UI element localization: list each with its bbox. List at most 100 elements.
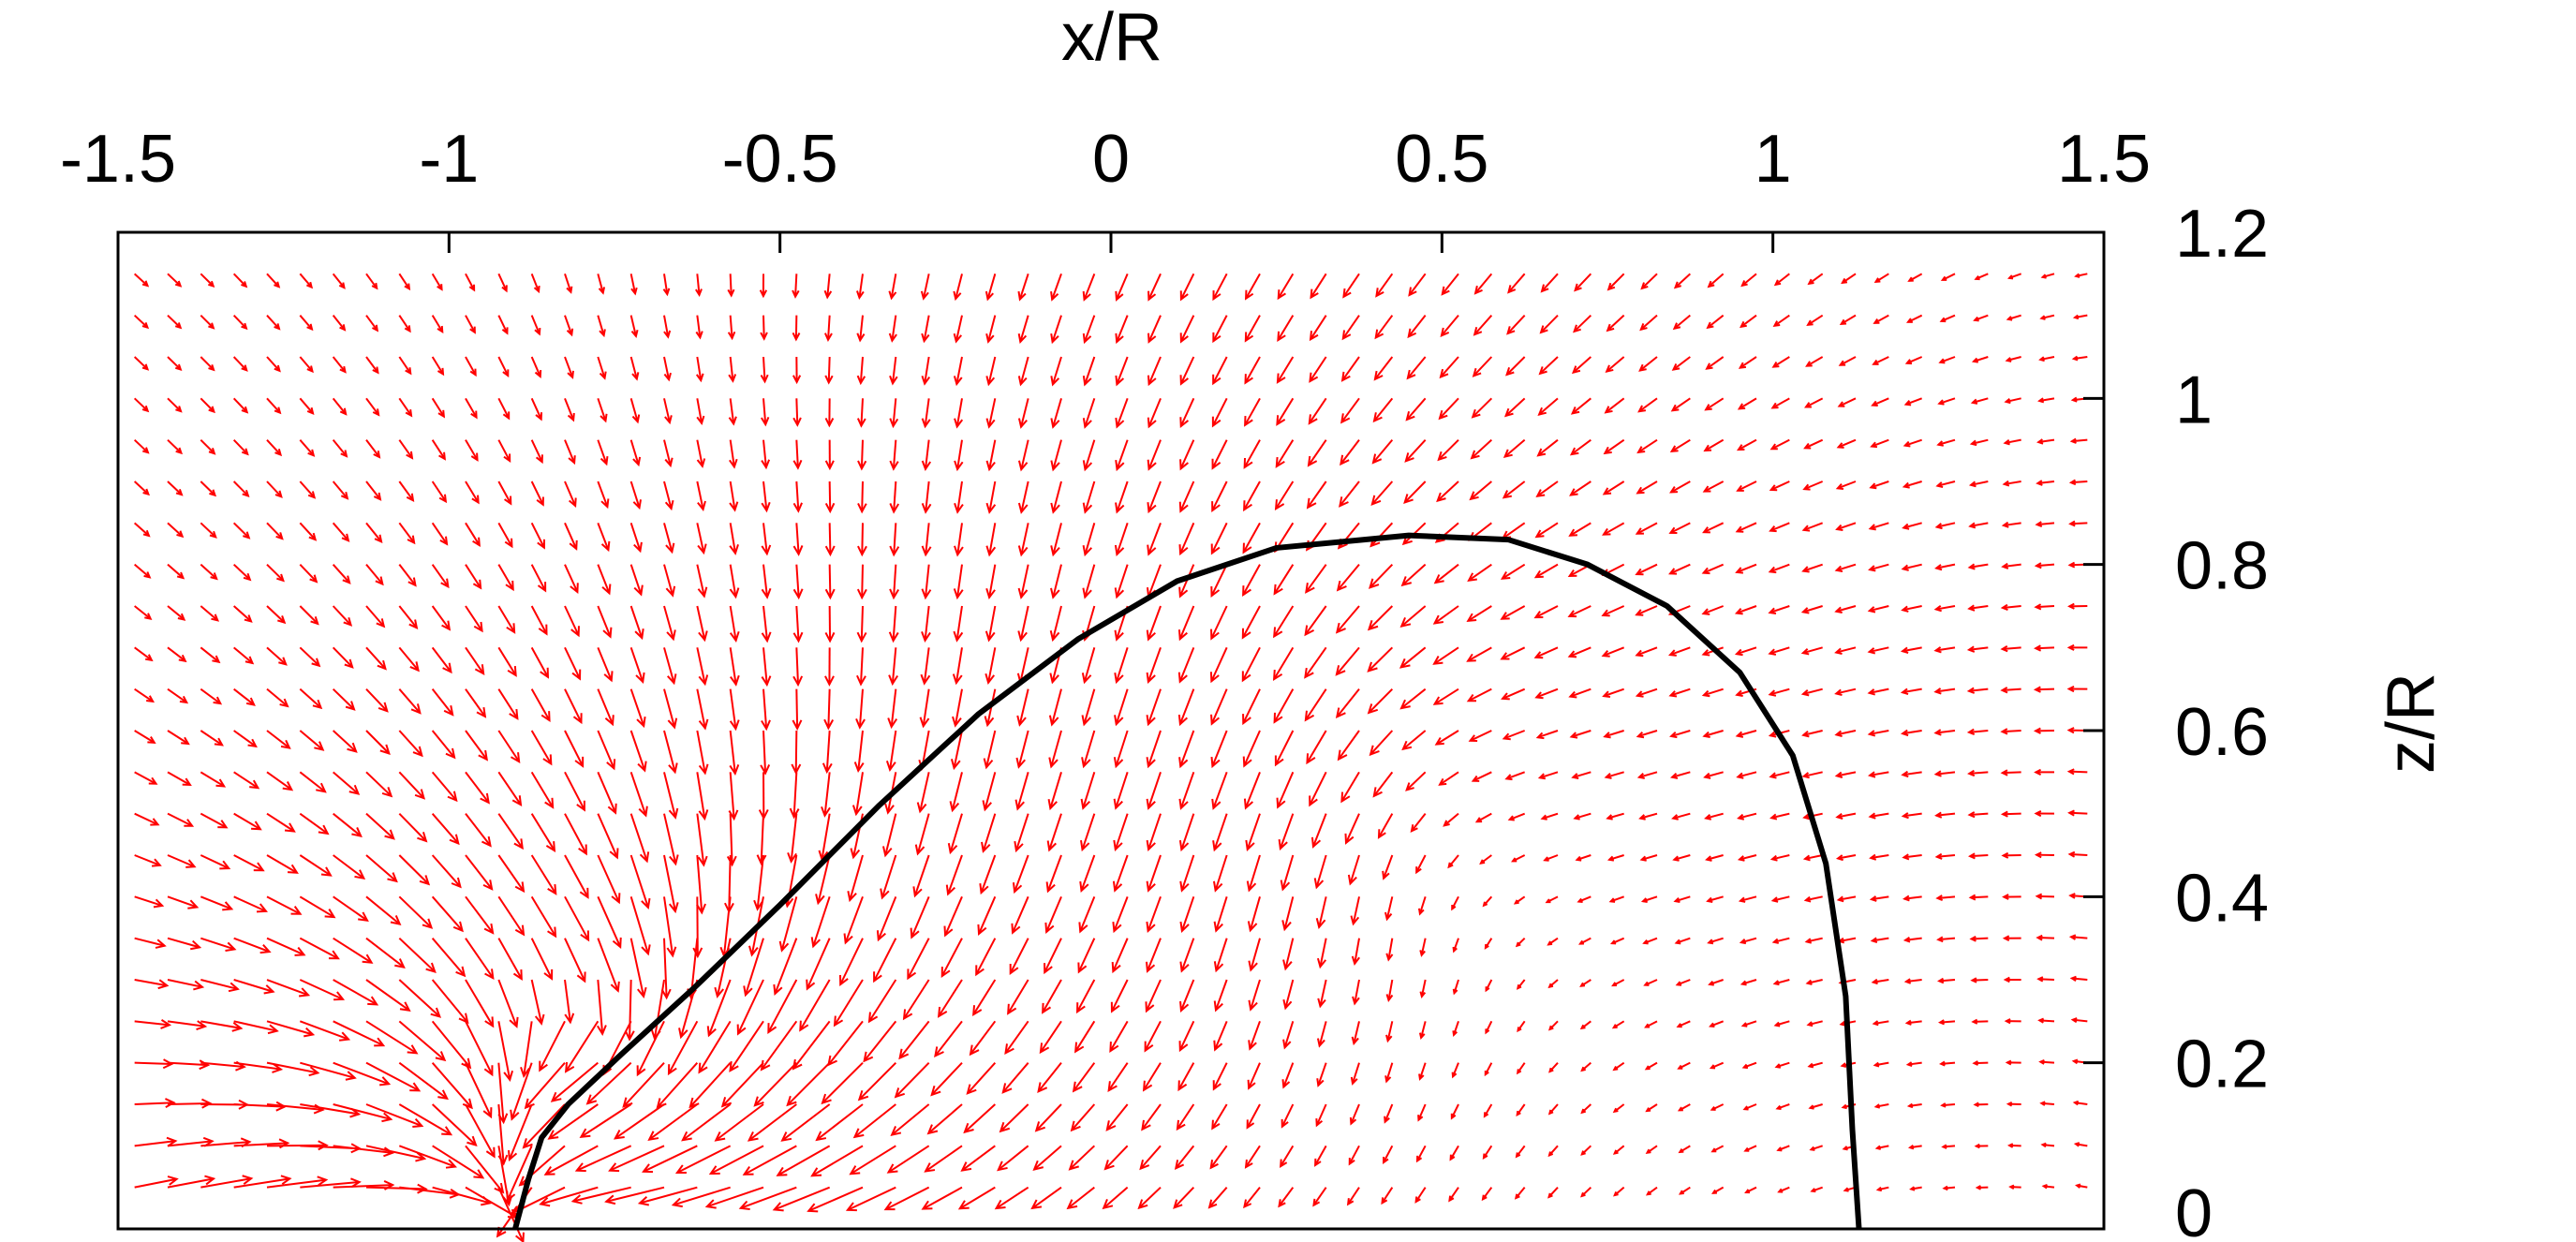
velocity-arrow xyxy=(1439,397,1459,420)
velocity-arrowhead xyxy=(272,1063,284,1073)
velocity-arrowhead xyxy=(637,986,647,998)
velocity-arrow xyxy=(1669,522,1691,534)
velocity-arrow xyxy=(1708,937,1724,944)
velocity-arrow xyxy=(1869,605,1889,613)
velocity-arrow xyxy=(795,605,800,642)
velocity-arrowhead xyxy=(1936,440,1944,447)
velocity-arrow xyxy=(1501,605,1526,620)
velocity-arrowhead xyxy=(501,327,509,335)
velocity-arrowhead xyxy=(470,410,478,420)
velocity-arrow xyxy=(1277,356,1295,383)
velocity-arrow xyxy=(1907,314,1923,323)
velocity-arrow xyxy=(1212,356,1228,384)
velocity-arrow xyxy=(1704,730,1724,737)
velocity-arrowhead xyxy=(1115,417,1125,429)
velocity-arrowhead xyxy=(1970,977,1977,983)
velocity-arrowhead xyxy=(406,451,414,460)
velocity-arrowhead xyxy=(1769,443,1778,451)
velocity-arrow xyxy=(1509,812,1526,821)
velocity-arrowhead xyxy=(1482,901,1488,908)
velocity-arrowhead xyxy=(1274,499,1285,510)
velocity-arrow xyxy=(1774,979,1790,985)
velocity-arrow xyxy=(891,1103,930,1136)
velocity-arrowhead xyxy=(1611,1024,1618,1029)
velocity-arrowhead xyxy=(1702,731,1710,739)
velocity-arrow xyxy=(1480,854,1492,865)
velocity-arrowhead xyxy=(1337,749,1348,761)
velocity-arrow xyxy=(497,730,520,762)
velocity-arrowhead xyxy=(1547,983,1554,989)
velocity-arrowhead xyxy=(1244,1159,1253,1169)
velocity-arrow xyxy=(696,688,706,729)
velocity-arrowhead xyxy=(1939,317,1947,323)
velocity-arrowhead xyxy=(503,1070,514,1082)
velocity-arrowhead xyxy=(1734,608,1743,615)
velocity-arrowhead xyxy=(1937,1019,1945,1026)
velocity-arrow xyxy=(365,688,389,712)
velocity-arrowhead xyxy=(1535,489,1546,498)
velocity-arrowhead xyxy=(792,332,801,342)
velocity-arrow xyxy=(1007,979,1029,1014)
velocity-arrowhead xyxy=(274,364,281,373)
velocity-arrowhead xyxy=(2036,934,2043,941)
velocity-arrowhead xyxy=(1967,852,1976,860)
velocity-arrow xyxy=(1276,397,1295,425)
velocity-arrow xyxy=(1405,438,1427,462)
velocity-arrow xyxy=(1476,812,1492,823)
velocity-arrow xyxy=(964,1103,997,1133)
velocity-arrow xyxy=(167,730,189,745)
velocity-arrowhead xyxy=(920,673,931,686)
velocity-arrowhead xyxy=(1030,1199,1043,1210)
velocity-arrowhead xyxy=(383,1146,395,1158)
velocity-arrow xyxy=(233,1142,289,1147)
velocity-arrowhead xyxy=(469,368,477,377)
velocity-arrowhead xyxy=(907,968,917,981)
velocity-arrowhead xyxy=(2006,316,2013,321)
velocity-arrow xyxy=(1707,895,1724,902)
velocity-arrow xyxy=(1441,315,1459,336)
velocity-arrowhead xyxy=(1547,1109,1554,1116)
velocity-arrowhead xyxy=(1969,439,1977,447)
velocity-arrow xyxy=(200,563,217,580)
velocity-arrow xyxy=(1870,522,1889,530)
velocity-arrowhead xyxy=(1466,653,1476,662)
velocity-arrowhead xyxy=(376,618,386,628)
velocity-arrowhead xyxy=(1604,406,1613,414)
velocity-arrow xyxy=(1147,895,1162,932)
velocity-arrow xyxy=(728,854,732,912)
velocity-arrow xyxy=(1147,772,1162,809)
velocity-arrowhead xyxy=(1902,440,1911,448)
velocity-arrowhead xyxy=(143,571,152,579)
velocity-arrowhead xyxy=(571,669,582,681)
velocity-arrow xyxy=(629,315,637,337)
velocity-arrow xyxy=(696,315,702,338)
velocity-arrow xyxy=(1146,979,1162,1012)
velocity-arrow xyxy=(1284,979,1295,1009)
velocity-arrowhead xyxy=(1046,840,1057,852)
velocity-arrow xyxy=(200,895,232,910)
velocity-arrowhead xyxy=(1111,962,1121,974)
velocity-arrow xyxy=(465,688,486,717)
velocity-arrowhead xyxy=(1144,1041,1154,1053)
velocity-arrowhead xyxy=(1082,418,1092,429)
velocity-arrow xyxy=(2074,1102,2088,1105)
velocity-arrow xyxy=(1215,938,1228,971)
velocity-arrowhead xyxy=(1569,488,1578,496)
velocity-arrow xyxy=(696,274,701,295)
velocity-arrow xyxy=(266,646,287,666)
velocity-arrowhead xyxy=(1934,811,1943,819)
velocity-arrow xyxy=(465,813,492,847)
velocity-arrow xyxy=(1837,854,1857,860)
velocity-arrow xyxy=(1703,688,1724,697)
velocity-arrow xyxy=(1353,1021,1360,1044)
velocity-arrowhead xyxy=(1907,276,1914,282)
velocity-arrowhead xyxy=(1636,446,1646,454)
velocity-arrow xyxy=(924,605,930,641)
velocity-arrow xyxy=(398,1020,446,1061)
velocity-arrow xyxy=(1438,438,1459,461)
velocity-arrow xyxy=(431,356,444,375)
velocity-arrow xyxy=(365,397,379,416)
velocity-arrow xyxy=(1147,439,1162,470)
velocity-arrow xyxy=(1403,481,1427,504)
velocity-arrowhead xyxy=(1147,290,1157,302)
